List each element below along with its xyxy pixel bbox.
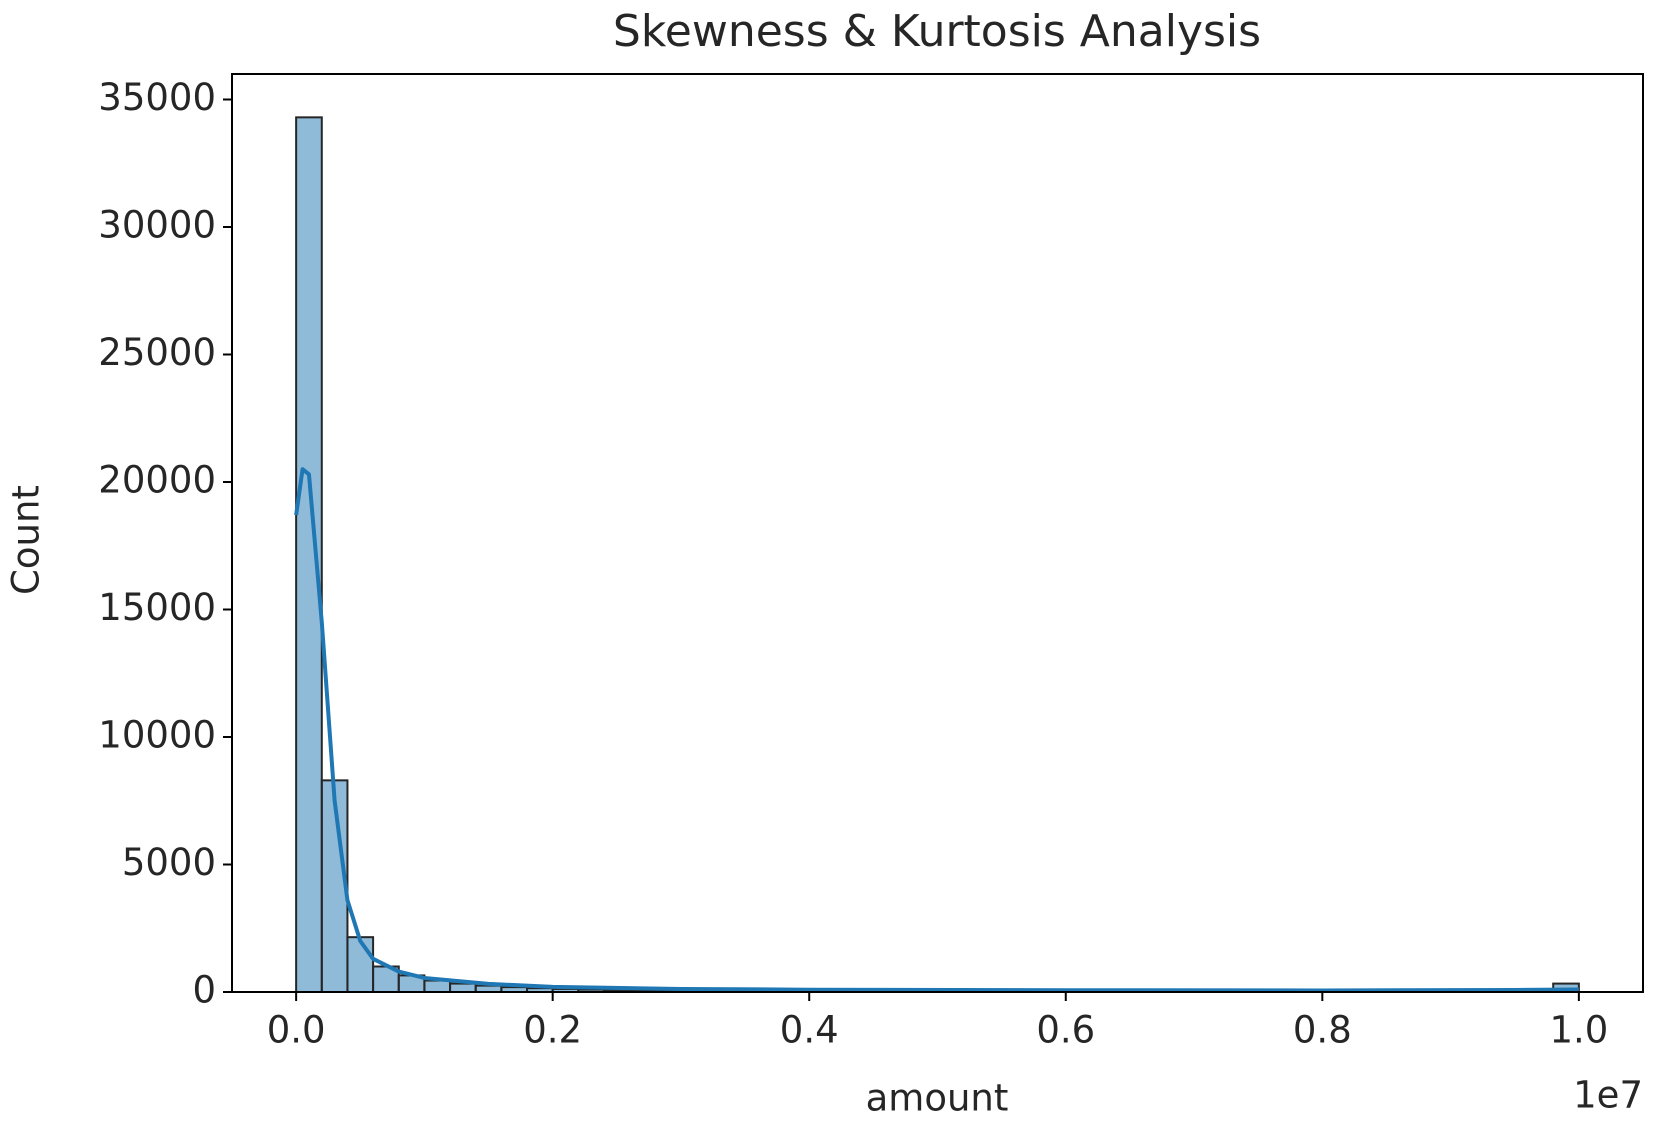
histogram-bar — [346, 936, 375, 993]
y-tick-label: 35000 — [98, 76, 216, 119]
histogram-bar — [423, 979, 452, 994]
y-tick-label: 20000 — [98, 459, 216, 502]
histogram-bar — [449, 982, 477, 994]
y-tick-label: 15000 — [98, 586, 216, 629]
y-tick-label: 25000 — [98, 331, 216, 374]
y-tick-label: 30000 — [98, 204, 216, 247]
x-tick-label: 0.2 — [523, 1009, 582, 1052]
y-tick-label: 5000 — [122, 841, 216, 884]
x-tick-label: 0.6 — [1036, 1009, 1095, 1052]
x-tick-label: 1.0 — [1549, 1009, 1608, 1052]
chart-title: Skewness & Kurtosis Analysis — [613, 6, 1261, 57]
axes-frame — [231, 73, 1644, 993]
x-offset-label: 1e7 — [1573, 1074, 1643, 1117]
x-tick-label: 0.4 — [780, 1009, 839, 1052]
y-axis-label: Count — [5, 485, 48, 595]
y-tick-label: 10000 — [98, 714, 216, 757]
y-tick-label: 0 — [192, 969, 216, 1012]
histogram-bar — [295, 116, 323, 994]
x-tick-label: 0.0 — [267, 1009, 326, 1052]
x-axis-label: amount — [866, 1077, 1009, 1120]
x-tick-label: 0.8 — [1293, 1009, 1352, 1052]
kde-line — [294, 467, 1579, 993]
